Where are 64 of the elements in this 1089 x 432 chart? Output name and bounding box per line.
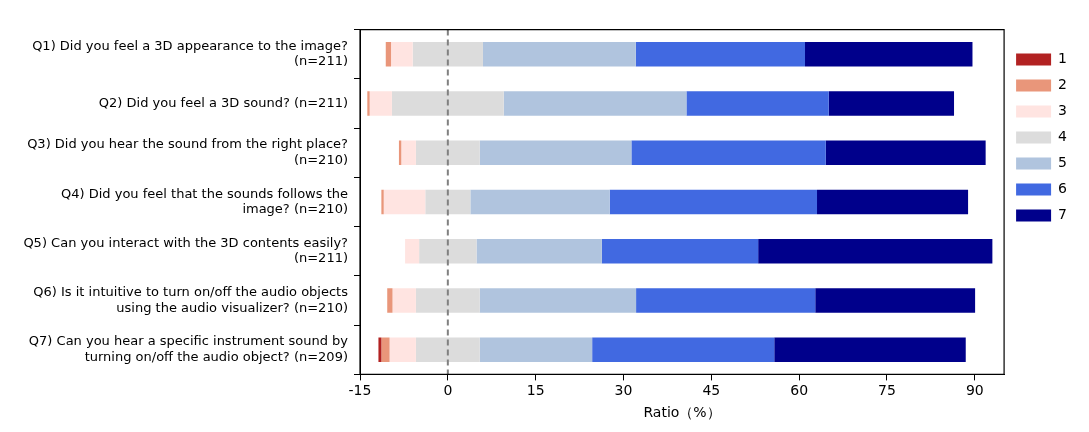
y-tick-label: Q1) Did you feel a 3D appearance to the image? (n=211) [32,37,348,69]
bar [815,288,976,313]
bar [415,337,480,363]
x-tick-label: 75 [878,382,896,399]
y-tick-label: Q7) Can you hear a specific instrument sound by turning on/off the audio object? (n=209) [28,333,349,364]
bar [381,189,384,215]
bar [470,189,610,215]
bar [503,91,687,116]
x-tick-label: 30 [614,382,633,399]
bar [391,91,504,116]
bar [817,189,969,215]
bar [415,288,480,313]
bar [392,288,416,313]
bar [592,337,775,363]
bar [609,189,818,215]
bar [758,238,993,264]
y-tick-label: Q2) Did you feel a 3D sound? (n=211) [98,94,348,110]
y-tick-label: Q3) Did you hear the sound from the right place? (n=210) [27,136,348,167]
bar [389,337,416,363]
bar [479,288,637,313]
bar [636,288,816,313]
x-tick-label: 45 [702,382,721,399]
bar [383,189,426,215]
legend-label: 5 [1058,154,1068,171]
x-tick-label: 0 [443,382,453,399]
bar [479,337,593,363]
legend-label: 7 [1058,206,1068,223]
y-tick-label: Q6) Is it intuitive to turn on/off the audio objects using the audio visualizer? (n=210) [33,284,349,315]
bar [412,41,483,67]
bar [686,91,829,116]
legend-label: 1 [1058,50,1068,67]
y-tick-label: Q4) Did you feel that the sounds follows the image? (n=210) [61,185,348,217]
legend-label: 3 [1058,102,1068,119]
bar [401,140,416,166]
y-tick-label: Q5) Can you interact with the 3D contents easily? (n=211) [23,234,348,266]
bar [601,238,759,264]
legend-label: 4 [1058,128,1068,145]
bar [774,337,966,363]
bar [391,41,413,67]
bar [479,140,632,166]
bar [631,140,826,166]
bar [425,189,471,215]
bar [378,337,382,363]
legend-label: 6 [1058,180,1068,197]
legend-label: 2 [1058,76,1068,93]
bar [482,41,636,67]
bar [635,41,806,67]
bar [828,91,955,116]
x-tick-label: 15 [526,382,545,399]
bar [387,288,393,313]
bar [805,41,973,67]
bar [367,91,370,116]
bar [405,238,420,264]
bar [476,238,602,264]
x-tick-label: 90 [965,382,984,399]
x-tick-label: -15 [348,382,372,399]
bar [369,91,392,116]
x-tick-label: 60 [790,382,809,399]
x-axis-title: Ratio（%） [643,404,721,421]
bar [419,238,477,264]
bar [825,140,986,166]
bar [415,140,480,166]
bar [381,337,390,363]
bar [385,41,392,67]
